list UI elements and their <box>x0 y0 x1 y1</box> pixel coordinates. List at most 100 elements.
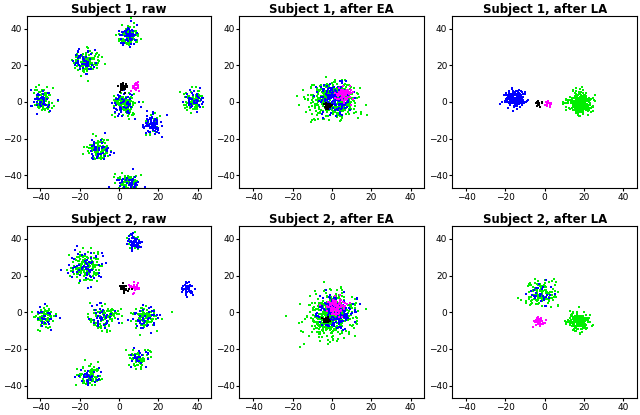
Point <box>132 323 143 330</box>
Point <box>79 277 89 284</box>
Point <box>314 325 324 332</box>
Point <box>120 105 131 112</box>
Point <box>332 88 342 94</box>
Point <box>338 306 348 313</box>
Point <box>572 316 582 322</box>
Point <box>349 301 359 308</box>
Point <box>148 122 158 129</box>
Point <box>314 311 324 317</box>
Point <box>77 53 87 60</box>
Point <box>535 290 545 297</box>
Point <box>572 107 582 114</box>
Point <box>330 317 340 323</box>
Point <box>324 300 334 307</box>
Point <box>37 320 47 326</box>
Point <box>141 118 151 124</box>
Point <box>150 118 161 124</box>
Point <box>512 103 522 109</box>
Point <box>111 102 121 109</box>
Point <box>85 376 95 383</box>
Point <box>324 309 334 316</box>
Point <box>337 86 348 93</box>
Point <box>81 372 92 379</box>
Point <box>132 178 142 185</box>
Point <box>322 317 332 324</box>
Point <box>99 312 109 318</box>
Point <box>90 156 100 163</box>
Point <box>181 278 191 285</box>
Point <box>185 105 195 112</box>
Point <box>118 111 128 118</box>
Point <box>579 98 589 104</box>
Point <box>571 105 581 112</box>
Point <box>117 94 127 101</box>
Point <box>131 28 141 34</box>
Point <box>312 89 322 95</box>
Point <box>85 317 95 324</box>
Point <box>116 103 126 110</box>
Point <box>80 255 90 262</box>
Point <box>332 92 342 99</box>
Point <box>100 325 110 331</box>
Point <box>333 309 344 316</box>
Point <box>127 231 137 238</box>
Point <box>316 300 326 306</box>
Point <box>321 97 331 104</box>
Point <box>548 286 558 293</box>
Point <box>334 105 344 112</box>
Point <box>84 268 94 275</box>
Point <box>524 281 534 287</box>
Point <box>333 96 343 103</box>
Point <box>103 307 113 314</box>
Point <box>126 29 136 36</box>
Point <box>535 295 545 302</box>
Point <box>178 283 188 290</box>
Point <box>79 61 89 68</box>
Point <box>332 106 342 112</box>
Point <box>319 323 330 330</box>
Point <box>116 104 126 110</box>
Point <box>329 295 339 301</box>
Point <box>118 284 129 290</box>
Point <box>321 103 331 110</box>
Point <box>78 266 88 273</box>
Point <box>330 92 340 98</box>
Point <box>125 24 135 31</box>
Point <box>343 88 353 95</box>
Point <box>575 108 586 115</box>
Point <box>334 84 344 91</box>
Point <box>98 307 108 314</box>
Point <box>119 288 129 294</box>
Point <box>323 102 333 109</box>
Point <box>40 308 50 315</box>
Point <box>72 53 83 59</box>
Point <box>339 298 349 305</box>
Point <box>313 97 323 103</box>
Point <box>82 71 92 77</box>
Point <box>314 301 324 308</box>
Point <box>573 319 584 326</box>
Point <box>43 308 53 314</box>
Point <box>330 87 340 93</box>
Point <box>568 315 578 322</box>
Point <box>578 109 588 116</box>
Point <box>78 364 88 371</box>
Point <box>347 310 357 316</box>
Point <box>44 90 54 97</box>
Point <box>340 86 351 93</box>
Point <box>334 92 344 99</box>
Point <box>139 312 149 319</box>
Point <box>113 92 123 98</box>
Point <box>136 365 147 372</box>
Point <box>129 282 140 289</box>
Point <box>76 262 86 269</box>
Point <box>152 126 163 133</box>
Point <box>103 312 113 319</box>
Point <box>328 333 338 339</box>
Point <box>328 100 339 107</box>
Point <box>577 97 588 104</box>
Point <box>578 315 588 322</box>
Point <box>117 283 127 290</box>
Point <box>90 375 100 381</box>
Point <box>148 117 159 124</box>
